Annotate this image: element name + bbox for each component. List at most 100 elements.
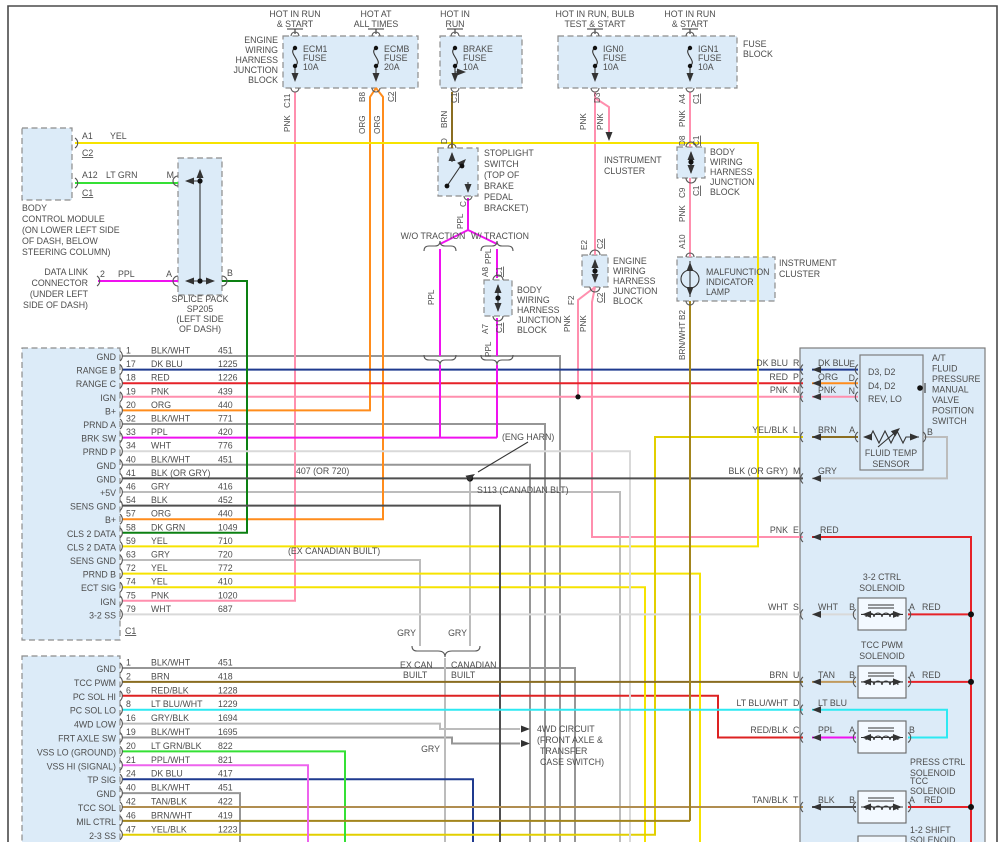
svg-text:FLUID: FLUID [932, 364, 957, 374]
stoplight-label: STOPLIGHT [484, 148, 534, 158]
svg-text:19: 19 [126, 386, 136, 396]
bus-dot-1 [968, 611, 974, 618]
note-ex-can-built: EX CAN [400, 660, 433, 670]
bcm-a12-color: LT GRN [106, 170, 137, 180]
svg-text:BLK/WHT: BLK/WHT [151, 346, 191, 356]
instrument-cluster-label: INSTRUMENT [604, 155, 662, 165]
svg-text:TP SIG: TP SIG [87, 775, 116, 785]
svg-text:WIRING: WIRING [245, 45, 278, 55]
svg-text:40: 40 [126, 454, 136, 464]
svg-text:BRAKE: BRAKE [484, 181, 514, 191]
connector-row: 2-3 SS 47 YEL/BLK 1223 [89, 824, 238, 841]
hot-label: HOT IN RUN [664, 9, 715, 19]
svg-text:SOLENOID: SOLENOID [859, 651, 904, 661]
engine-harness-junction-block-box [282, 35, 419, 89]
svg-text:DK GRN: DK GRN [151, 522, 185, 532]
tag-pnk: PNK [678, 110, 687, 127]
note-canadian-built: CANADIAN [451, 660, 496, 670]
svg-text:JUNCTION: JUNCTION [517, 315, 561, 325]
svg-text:17: 17 [126, 359, 136, 369]
tag-f2: F2 [567, 295, 576, 305]
note-gry-1: GRY [397, 628, 416, 638]
connector-row: PRND A 32 BLK/WHT 771 [83, 414, 233, 431]
bcm-pin-a12: A12 [82, 170, 98, 180]
svg-text:1226: 1226 [218, 373, 238, 383]
note-gry-3: GRY [421, 744, 440, 754]
svg-text:75: 75 [126, 590, 136, 600]
svg-text:1: 1 [126, 346, 131, 356]
tag-c1: C1 [450, 92, 459, 103]
bcm-a12-conn: C1 [82, 188, 93, 198]
svg-text:JUNCTION: JUNCTION [710, 177, 754, 187]
svg-text:PNK: PNK [151, 386, 169, 396]
svg-text:GND: GND [96, 352, 116, 362]
svg-text:771: 771 [218, 414, 233, 424]
solenoid-12shift-label: 1-2 SHIFT [910, 825, 951, 835]
fuse-block-box [557, 35, 738, 89]
fuse-name-ecmb: ECMB [384, 44, 410, 54]
4wd-arrow-1 [521, 725, 530, 733]
tag-d8: D8 [678, 135, 687, 146]
svg-text:BLK/WHT: BLK/WHT [151, 414, 191, 424]
svg-text:VSS HI (SIGNAL): VSS HI (SIGNAL) [47, 761, 116, 771]
svg-text:PNK: PNK [770, 385, 788, 395]
wire-yel-blk [122, 436, 803, 836]
connector-row: RANGE B 17 DK BLU 1225 [76, 359, 237, 376]
svg-text:GND: GND [96, 474, 116, 484]
tag-ppl: PPL [456, 213, 465, 229]
svg-text:32: 32 [126, 414, 136, 424]
splice-label: SPLICE PACK [171, 294, 228, 304]
svg-text:B: B [849, 795, 855, 805]
splice-pin-b: B [227, 268, 233, 278]
svg-text:BUILT: BUILT [403, 670, 428, 680]
svg-text:72: 72 [126, 563, 136, 573]
connector-row: GND 41 BLK (OR GRY) [96, 468, 210, 485]
svg-text:18: 18 [126, 373, 136, 383]
svg-text:LT BLU/WHT: LT BLU/WHT [151, 699, 203, 709]
svg-text:GND: GND [96, 664, 116, 674]
svg-text:YEL: YEL [151, 577, 168, 587]
svg-text:LT BLU: LT BLU [818, 698, 847, 708]
svg-text:1049: 1049 [218, 522, 238, 532]
wires [75, 87, 972, 842]
note-4wd: 4WD CIRCUIT [537, 724, 595, 734]
svg-text:24: 24 [126, 769, 136, 779]
connector-row: GND 1 BLK/WHT 451 [96, 658, 232, 675]
tag-a4: A4 [678, 94, 687, 104]
svg-text:1695: 1695 [218, 727, 238, 737]
svg-text:RUN: RUN [445, 19, 464, 29]
tag-d3: D3 [593, 92, 602, 103]
svg-text:21: 21 [126, 755, 136, 765]
svg-text:LAMP: LAMP [706, 287, 730, 297]
svg-text:CLS 2 DATA: CLS 2 DATA [67, 542, 116, 552]
c2-rows: GND 1 BLK/WHT 451 TCC PWM 2 BRN 418 PC S… [37, 658, 238, 841]
svg-text:BLK/WHT: BLK/WHT [151, 658, 191, 668]
svg-text:4WD LOW: 4WD LOW [74, 720, 117, 730]
svg-text:452: 452 [218, 495, 233, 505]
svg-text:IGN: IGN [100, 597, 116, 607]
svg-text:PNK: PNK [818, 385, 836, 395]
fuse-name-ecm1: ECM1 [303, 44, 328, 54]
svg-text:C: C [793, 725, 800, 735]
svg-text:BLOCK: BLOCK [710, 187, 740, 197]
svg-text:GND: GND [96, 789, 116, 799]
svg-text:LT GRN/BLK: LT GRN/BLK [151, 741, 202, 751]
svg-text:PPL: PPL [151, 427, 168, 437]
switch-mode-3: REV, LO [868, 394, 902, 404]
svg-text:YEL/BLK: YEL/BLK [752, 425, 788, 435]
svg-text:GND: GND [96, 461, 116, 471]
dlc-pin: 2 [100, 269, 105, 279]
svg-text:422: 422 [218, 797, 233, 807]
svg-text:SOLENOID: SOLENOID [910, 768, 955, 778]
tag-a8: A8 [481, 267, 490, 277]
svg-text:BLOCK: BLOCK [517, 325, 547, 335]
svg-text:PPL/WHT: PPL/WHT [151, 755, 191, 765]
solenoid-tccpwm-label: TCC PWM [861, 640, 903, 650]
stoplight-switch-box [437, 147, 479, 197]
svg-text:TAN/BLK: TAN/BLK [151, 797, 187, 807]
svg-text:PRND B: PRND B [83, 570, 116, 580]
svg-text:BLOCK: BLOCK [743, 49, 773, 59]
solenoid-tcc-label: TCC [910, 776, 929, 786]
svg-text:59: 59 [126, 536, 136, 546]
svg-text:SWITCH: SWITCH [484, 159, 519, 169]
